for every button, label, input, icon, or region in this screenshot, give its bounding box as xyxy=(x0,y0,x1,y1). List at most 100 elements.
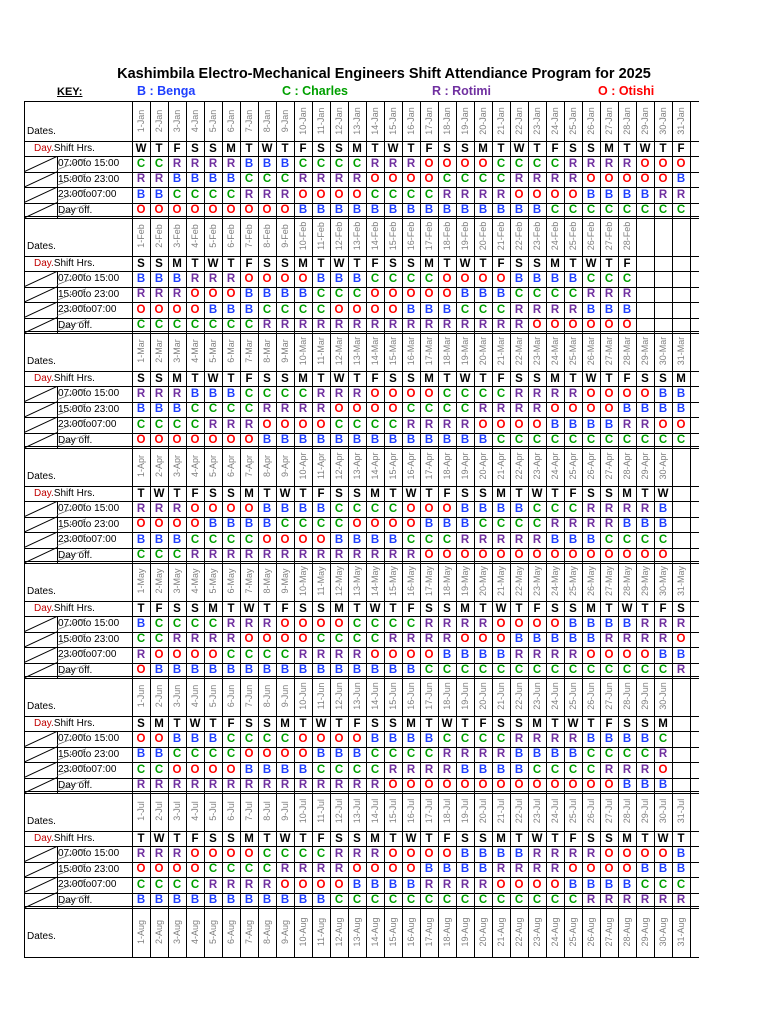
shift-cell: C xyxy=(532,518,542,531)
shift-cell: R xyxy=(262,549,272,562)
shift-cell: O xyxy=(298,878,308,891)
weekday-cell: W xyxy=(279,832,291,845)
shift-cell: O xyxy=(442,549,452,562)
shift-row-label: Day off. xyxy=(58,894,93,906)
dates-label: Dates. xyxy=(27,816,56,827)
shift-cell: O xyxy=(298,733,308,746)
shift-cell: B xyxy=(586,618,596,631)
row-slash xyxy=(24,777,58,794)
shift-cell: B xyxy=(658,648,668,661)
weekday-cell: F xyxy=(317,487,325,500)
weekday-cell: S xyxy=(155,257,163,270)
shift-cell: O xyxy=(262,533,272,546)
shift-cell: B xyxy=(406,664,416,677)
shift-cell: O xyxy=(352,188,362,201)
shift-cell: B xyxy=(262,503,272,516)
shift-cell: B xyxy=(442,434,452,447)
weekday-cell: W xyxy=(405,832,417,845)
weekday-cell: F xyxy=(191,487,199,500)
shift-cell: R xyxy=(244,549,254,562)
shift-cell: C xyxy=(604,434,614,447)
weekday-cell: F xyxy=(281,602,289,615)
date-cell: 4-May xyxy=(190,568,200,594)
shift-cell: R xyxy=(190,633,200,646)
shift-row-label: 07:00to 15:00 xyxy=(58,848,120,860)
dates-label: Dates. xyxy=(27,586,56,597)
shift-cell: C xyxy=(550,158,560,171)
shift-cell: B xyxy=(280,664,290,677)
date-cell: 3-Apr xyxy=(172,454,182,478)
label-slash xyxy=(56,403,87,416)
shift-cell: B xyxy=(622,518,632,531)
weekday-cell: S xyxy=(263,717,271,730)
weekday-cell: F xyxy=(407,602,415,615)
shift-cell: O xyxy=(172,303,182,316)
date-cell: 23-Aug xyxy=(532,916,542,947)
date-cell: 16-Mar xyxy=(406,336,416,366)
shift-cell: R xyxy=(244,418,254,431)
date-cell: 3-Jun xyxy=(172,684,182,708)
weekday-cell: T xyxy=(299,717,307,730)
shift-cell: B xyxy=(442,303,452,316)
weekday-cell: S xyxy=(659,372,667,385)
weekday-cell: S xyxy=(533,257,541,270)
weekday-cell: T xyxy=(569,257,577,270)
weekday-cell: M xyxy=(550,372,560,385)
shift-cell: O xyxy=(226,434,236,447)
shift-cell: R xyxy=(388,158,398,171)
shift-cell: B xyxy=(352,533,362,546)
shift-cell: R xyxy=(622,158,632,171)
shift-cell: R xyxy=(334,319,344,332)
shift-cell: R xyxy=(244,618,254,631)
shift-cell: B xyxy=(424,863,434,876)
shift-cell: O xyxy=(424,288,434,301)
shift-cell: C xyxy=(622,434,632,447)
shift-cell: O xyxy=(460,779,470,792)
shift-cell: R xyxy=(136,779,146,792)
shift-cell: O xyxy=(244,204,254,217)
shift-cell: O xyxy=(208,204,218,217)
shift-cell: B xyxy=(352,434,362,447)
weekday-cell: T xyxy=(137,487,145,500)
shift-cell: B xyxy=(208,518,218,531)
shift-cell: O xyxy=(514,418,524,431)
weekday-cell: S xyxy=(389,372,397,385)
weekday-cell: S xyxy=(533,372,541,385)
shift-cell: B xyxy=(640,863,650,876)
shift-cell: B xyxy=(154,273,164,286)
row-slash xyxy=(24,286,58,303)
shift-cell: O xyxy=(514,779,524,792)
shift-cell: C xyxy=(496,158,506,171)
shift-row-label: 15:00to 23:00 xyxy=(58,748,120,760)
weekday-cell: T xyxy=(389,487,397,500)
shift-cell: B xyxy=(622,878,632,891)
shift-cell: R xyxy=(496,188,506,201)
shift-cell: C xyxy=(136,418,146,431)
shift-cell: B xyxy=(262,664,272,677)
shift-cell: C xyxy=(586,748,596,761)
shift-cell: R xyxy=(478,188,488,201)
weekday-cell: T xyxy=(353,602,361,615)
weekday-cell: S xyxy=(137,717,145,730)
date-cell: 20-May xyxy=(478,565,488,597)
shift-cell: C xyxy=(370,273,380,286)
date-cell: 8-Apr xyxy=(262,454,272,478)
shift-cell: B xyxy=(676,648,686,661)
weekday-cell: W xyxy=(441,717,453,730)
shift-cell: O xyxy=(406,388,416,401)
shift-cell: C xyxy=(190,618,200,631)
shift-cell: O xyxy=(568,779,578,792)
weekday-cell: S xyxy=(587,832,595,845)
shift-row-label: Day off. xyxy=(58,434,93,446)
date-cell: 11-Feb xyxy=(316,222,326,250)
shift-cell: R xyxy=(478,878,488,891)
row-slash xyxy=(24,531,58,549)
shift-cell: R xyxy=(406,763,416,776)
date-cell: 27-Aug xyxy=(604,916,614,947)
weekday-cell: W xyxy=(495,602,507,615)
weekday-cell: M xyxy=(622,487,632,500)
shift-cell: B xyxy=(640,518,650,531)
shift-cell: C xyxy=(622,204,632,217)
weekday-cell: F xyxy=(659,602,667,615)
shift-cell: O xyxy=(136,518,146,531)
